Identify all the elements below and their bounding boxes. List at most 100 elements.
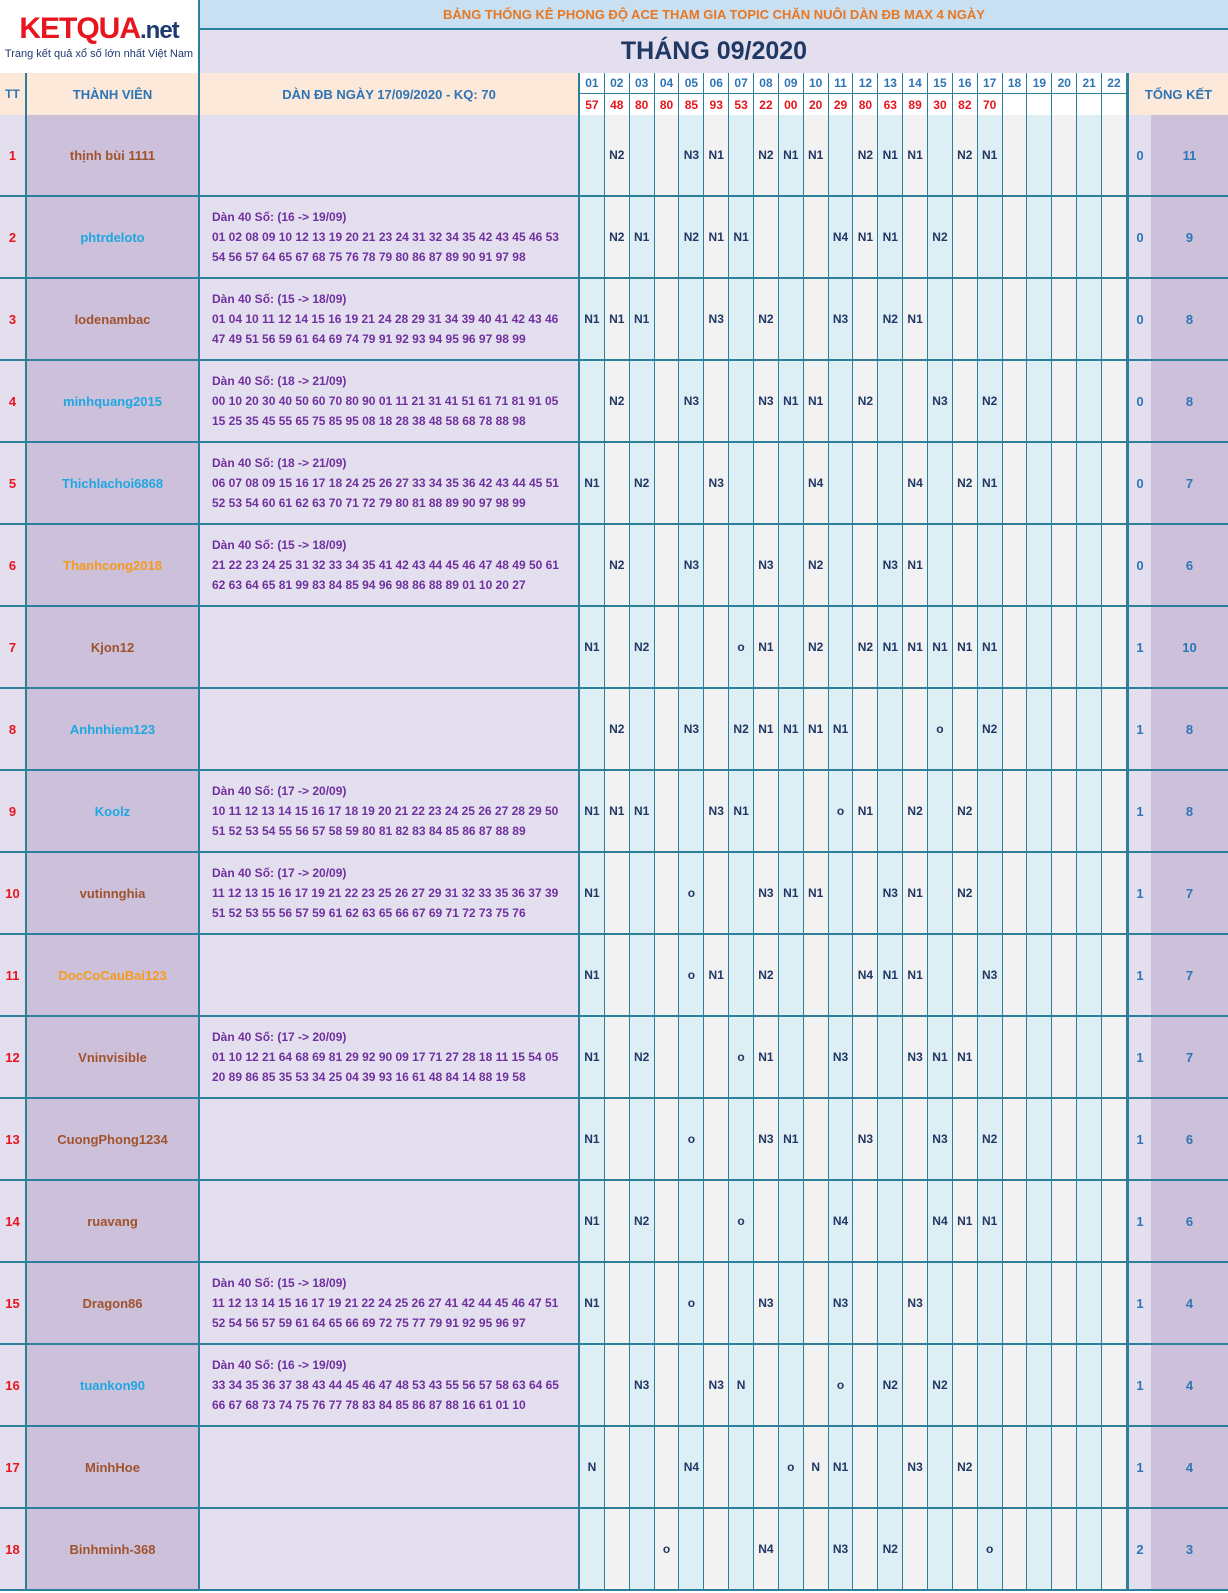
mark-cell bbox=[952, 361, 978, 443]
total-a: 1 bbox=[1127, 689, 1151, 771]
mark-cell bbox=[604, 1509, 630, 1591]
total-b: 9 bbox=[1151, 197, 1228, 279]
mark-cell bbox=[1027, 1263, 1053, 1345]
total-a: 1 bbox=[1127, 1181, 1151, 1263]
mark-cell bbox=[977, 853, 1003, 935]
mark-cell bbox=[853, 1017, 879, 1099]
mark-cell bbox=[928, 115, 953, 197]
mark-cell bbox=[629, 1263, 655, 1345]
mark-cell: N1 bbox=[977, 443, 1003, 525]
mark-cell: N1 bbox=[580, 1181, 605, 1263]
total-a: 1 bbox=[1127, 853, 1151, 935]
mark-cell bbox=[1052, 1099, 1078, 1181]
rank-cell: 18 bbox=[0, 1509, 27, 1591]
dan-cell: Dàn 40 Số: (15 -> 18/09) 01 04 10 11 12 1… bbox=[200, 279, 580, 361]
mark-cell bbox=[654, 1263, 680, 1345]
mark-cell bbox=[1102, 361, 1127, 443]
mark-cell bbox=[654, 935, 680, 1017]
mark-cell bbox=[604, 443, 630, 525]
mark-cell bbox=[977, 1345, 1003, 1427]
mark-cell: o bbox=[729, 607, 755, 689]
mark-cell: N1 bbox=[903, 607, 929, 689]
rank-cell: 11 bbox=[0, 935, 27, 1017]
mark-cell bbox=[952, 1509, 978, 1591]
total-b: 7 bbox=[1151, 935, 1228, 1017]
rank-cell: 13 bbox=[0, 1099, 27, 1181]
mark-cell bbox=[952, 689, 978, 771]
mark-cell bbox=[1077, 361, 1103, 443]
mark-cell bbox=[729, 1263, 755, 1345]
mark-cell bbox=[1077, 771, 1103, 853]
mark-cell bbox=[803, 1017, 829, 1099]
dan-cell: Dàn 40 Số: (17 -> 20/09) 11 12 13 15 16 1… bbox=[200, 853, 580, 935]
dan-line2: 47 49 51 56 59 61 64 69 74 79 91 92 93 9… bbox=[212, 332, 526, 346]
mark-cell bbox=[1052, 689, 1078, 771]
mark-cell bbox=[977, 1427, 1003, 1509]
mark-cell bbox=[1077, 1099, 1103, 1181]
mark-cell bbox=[1052, 361, 1078, 443]
day-result-16: 82 bbox=[952, 94, 978, 115]
day-header-08: 08 bbox=[754, 73, 779, 94]
total-a: 0 bbox=[1127, 361, 1151, 443]
mark-cell bbox=[828, 361, 854, 443]
mark-cell bbox=[1077, 443, 1103, 525]
mark-cell bbox=[853, 525, 879, 607]
mark-cell: N3 bbox=[928, 1099, 953, 1181]
mark-cell bbox=[803, 197, 829, 279]
mark-cell bbox=[1027, 853, 1053, 935]
mark-cell bbox=[903, 1345, 929, 1427]
mark-cell: N3 bbox=[679, 115, 705, 197]
mark-cell: N1 bbox=[977, 607, 1003, 689]
mark-cell bbox=[754, 1181, 779, 1263]
dan-title: Dàn 40 Số: (17 -> 20/09) bbox=[212, 866, 347, 880]
mark-cell bbox=[604, 1427, 630, 1509]
mark-cell bbox=[878, 443, 904, 525]
mark-cell: N4 bbox=[679, 1427, 705, 1509]
dan-line1: 00 10 20 30 40 50 60 70 80 90 01 11 21 3… bbox=[212, 394, 559, 408]
mark-cell bbox=[952, 1263, 978, 1345]
dan-line2: 52 54 56 57 59 61 64 65 66 69 72 75 77 7… bbox=[212, 1316, 526, 1330]
mark-cell bbox=[629, 361, 655, 443]
mark-cell bbox=[853, 1263, 879, 1345]
mark-cell: N1 bbox=[878, 197, 904, 279]
mark-cell bbox=[853, 443, 879, 525]
mark-cell: N4 bbox=[928, 1181, 953, 1263]
total-b: 8 bbox=[1151, 279, 1228, 361]
mark-cell bbox=[803, 1099, 829, 1181]
mark-cell bbox=[629, 853, 655, 935]
total-a: 1 bbox=[1127, 1263, 1151, 1345]
member-name: Koolz bbox=[27, 771, 200, 853]
mark-cell bbox=[778, 1181, 804, 1263]
mark-cell bbox=[580, 689, 605, 771]
mark-cell bbox=[1002, 1427, 1028, 1509]
rank-cell: 3 bbox=[0, 279, 27, 361]
day-result-20 bbox=[1052, 94, 1078, 115]
mark-cell: N3 bbox=[679, 689, 705, 771]
mark-cell bbox=[1002, 1017, 1028, 1099]
mark-cell: o bbox=[679, 853, 705, 935]
mark-cell bbox=[878, 1427, 904, 1509]
mark-cell: o bbox=[778, 1427, 804, 1509]
mark-cell bbox=[754, 771, 779, 853]
mark-cell bbox=[1077, 115, 1103, 197]
mark-cell bbox=[580, 525, 605, 607]
mark-cell bbox=[1102, 607, 1127, 689]
mark-cell: N1 bbox=[903, 525, 929, 607]
day-header-10: 10 bbox=[803, 73, 829, 94]
mark-cell bbox=[1027, 1099, 1053, 1181]
mark-cell bbox=[778, 1509, 804, 1591]
mark-cell bbox=[729, 443, 755, 525]
mark-cell bbox=[1052, 443, 1078, 525]
mark-cell: N2 bbox=[604, 361, 630, 443]
mark-cell bbox=[654, 1017, 680, 1099]
mark-cell bbox=[1077, 197, 1103, 279]
day-header-13: 13 bbox=[878, 73, 904, 94]
mark-cell: N2 bbox=[878, 1345, 904, 1427]
dan-cell: Dàn 40 Số: (15 -> 18/09) 11 12 13 14 15 1… bbox=[200, 1263, 580, 1345]
mark-cell: N1 bbox=[704, 115, 730, 197]
mark-cell bbox=[1002, 279, 1028, 361]
mark-cell: N1 bbox=[754, 607, 779, 689]
mark-cell: N4 bbox=[828, 197, 854, 279]
mark-cell: N1 bbox=[803, 115, 829, 197]
mark-cell bbox=[1002, 853, 1028, 935]
